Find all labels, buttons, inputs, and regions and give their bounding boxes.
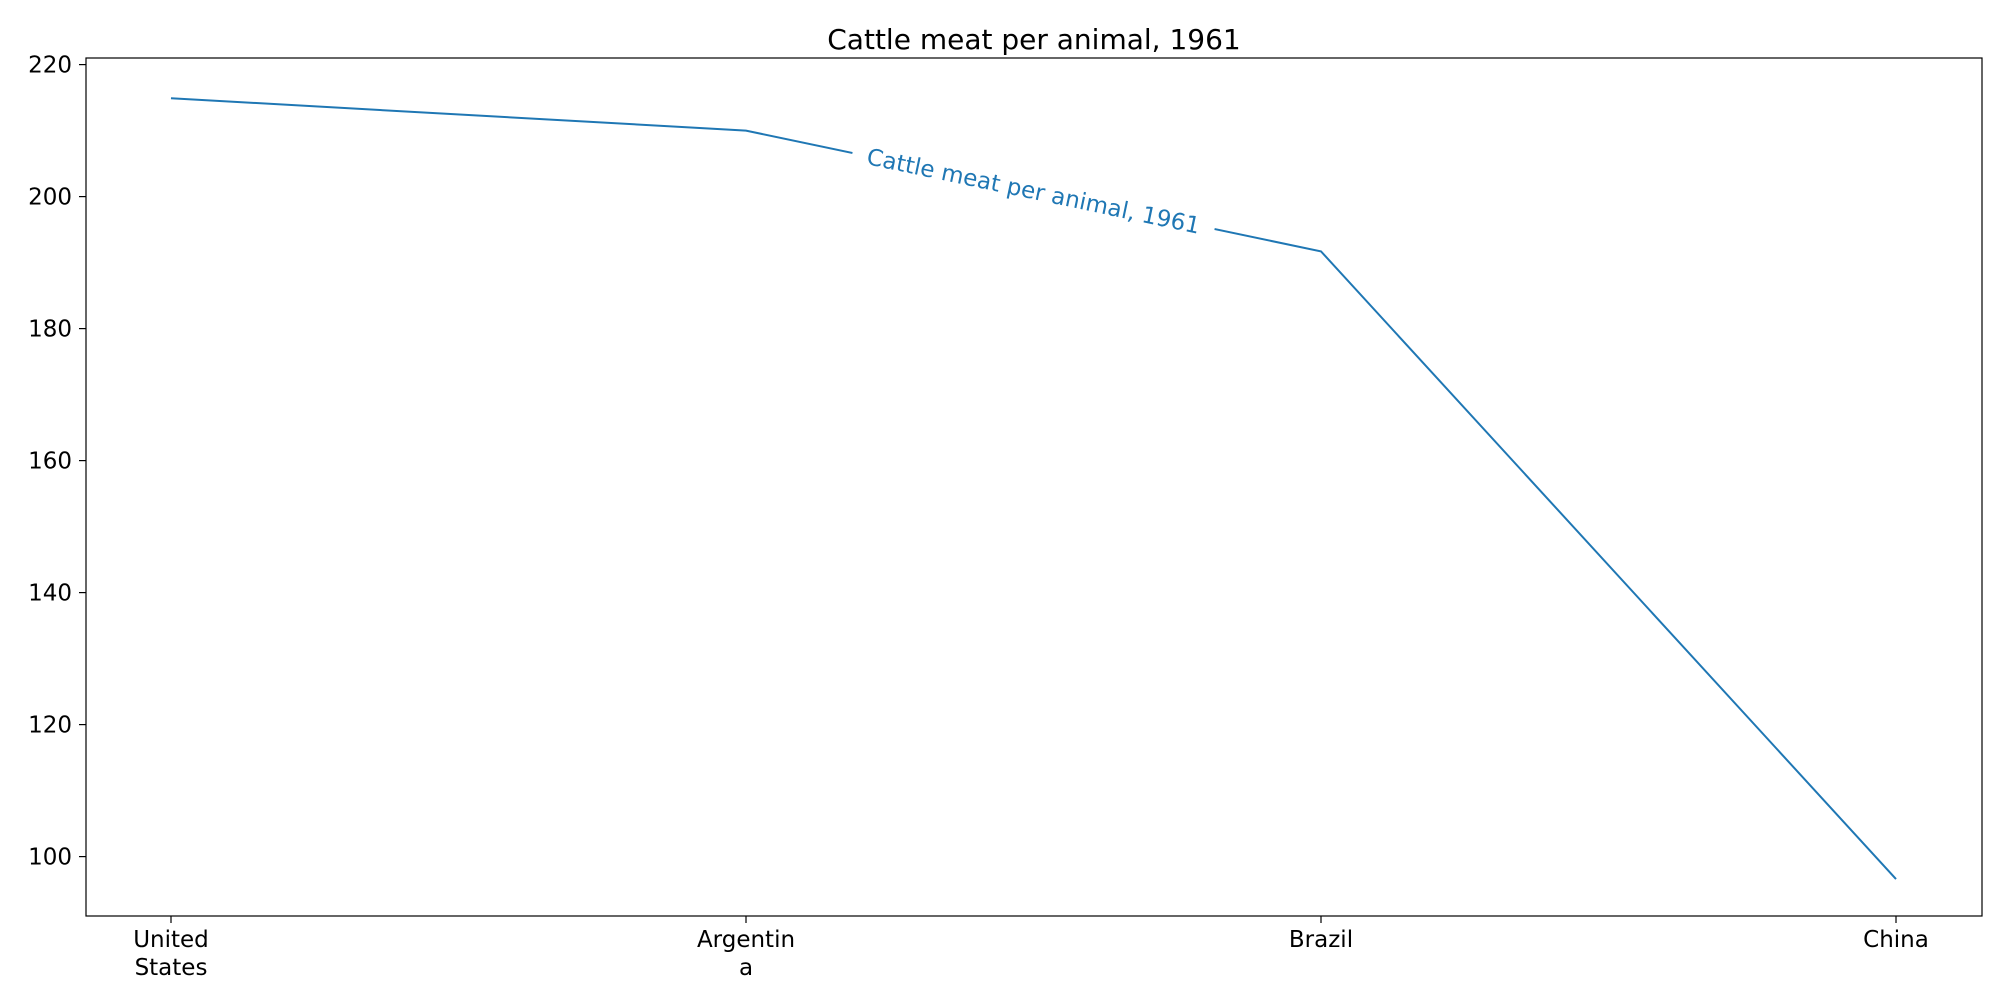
y-tick-label: 120 (28, 713, 72, 739)
y-tick-label: 100 (28, 845, 72, 871)
x-tick-label: United States (133, 927, 209, 981)
axes-frame (85, 57, 1983, 917)
x-tick-label: Argentin a (697, 927, 795, 981)
y-tick-label: 180 (28, 317, 72, 343)
x-tick-label: China (1863, 927, 1929, 953)
y-tick-label: 200 (28, 185, 72, 211)
x-tick-label: Brazil (1289, 927, 1353, 953)
y-tick-label: 140 (28, 581, 72, 607)
y-tick-label: 220 (28, 53, 72, 79)
y-tick-label: 160 (28, 449, 72, 475)
inline-label-mask (849, 139, 1218, 243)
chart-title: Cattle meat per animal, 1961 (827, 23, 1240, 56)
